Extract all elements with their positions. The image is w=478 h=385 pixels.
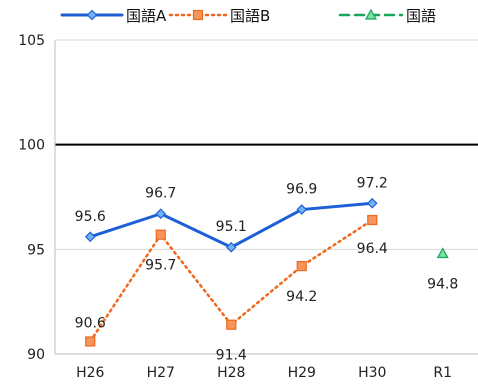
legend-label-1: 国語A [126,7,167,25]
legend: 国語A 国語B 国語 [60,7,436,25]
series-2-data-label-h30: 96.4 [357,241,388,257]
x-tick-label-h26: H26 [76,365,104,381]
axis-layer: 90 95 100 105 H26 H27 H28 H29 H30 R1 [18,33,478,381]
y-tick-label-90: 90 [27,347,45,363]
series-2-data-label-h28: 91.4 [216,348,247,364]
series-3-point-r1 [436,247,449,259]
series-1-point-h28 [225,241,237,253]
series-2-point-h27 [155,229,166,240]
series-1-data-label-h30: 97.2 [357,175,388,191]
y-tick-label-105: 105 [18,33,45,49]
series-1 [84,197,378,253]
series-2 [85,214,378,347]
series-2-point-h26 [85,336,96,347]
series-2-data-label-h27: 95.7 [145,258,176,274]
series-1-point-h29 [296,204,308,215]
legend-swatch-marker-3 [364,8,378,20]
legend-item-2: 国語B [168,7,270,25]
legend-item-1: 国語A [60,7,167,25]
y-tick-label-100: 100 [18,138,45,154]
y-tick-label-95: 95 [27,242,45,258]
series-1-data-label-h27: 96.7 [145,186,176,202]
x-tick-label-h27: H27 [147,365,175,381]
series-2-point-h29 [296,260,307,272]
series-3 [436,247,449,259]
legend-label-3: 国語 [406,7,436,25]
legend-swatch-marker-1 [86,9,98,21]
series-3-data-label-r1: 94.8 [427,277,458,293]
series-2-point-h30 [367,214,378,226]
series-1-point-h26 [84,231,96,243]
series-2-data-label-h26: 90.6 [75,315,106,331]
series-1-point-h30 [366,197,378,209]
grid-layer [55,39,478,355]
legend-item-3: 国語 [338,7,436,25]
series-1-data-label-h28: 95.1 [216,219,247,235]
series-2-point-h28 [226,319,237,330]
x-tick-label-h29: H29 [288,365,316,381]
x-tick-label-r1: R1 [433,365,452,381]
label-layer: 95.6 96.7 95.1 96.9 97.2 90.6 95.7 91.4 94.2 96.4… [75,175,459,363]
series-1-data-label-h29: 96.9 [286,182,317,198]
series-layer [84,197,449,347]
series-1-data-label-h26: 95.6 [75,209,106,225]
x-tick-label-h28: H28 [217,365,245,381]
series-2-data-label-h29: 94.2 [286,289,317,305]
series-1-point-h27 [155,208,167,220]
x-tick-label-h30: H30 [358,365,386,381]
legend-swatch-marker-2 [192,9,204,21]
legend-label-2: 国語B [230,7,270,25]
